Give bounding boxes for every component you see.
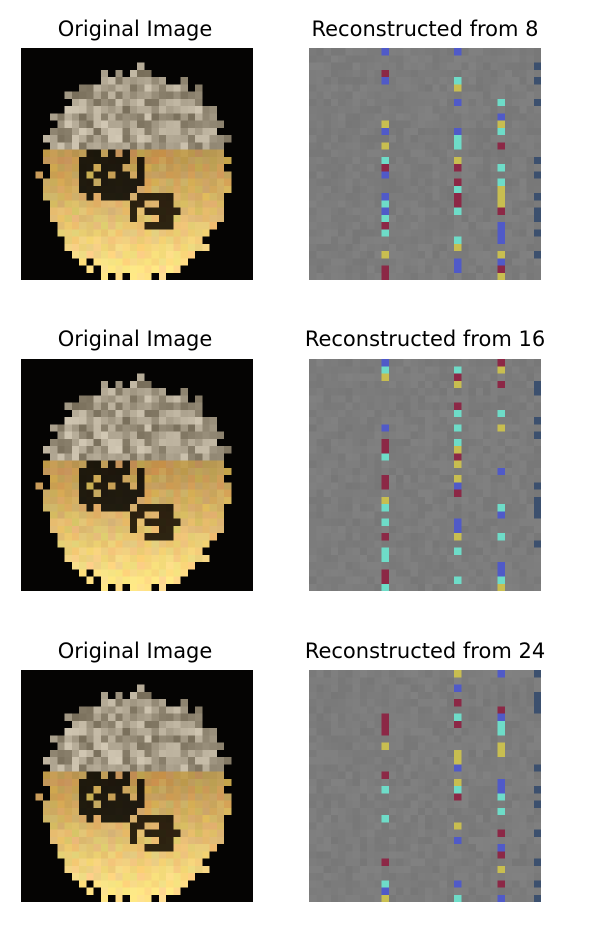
original-image-title-2: Original Image [57, 327, 213, 351]
reconstructed-image-1 [309, 48, 541, 280]
original-image-title-1: Original Image [57, 17, 213, 41]
original-image-title-3: Original Image [57, 639, 213, 663]
reconstructed-title-2: Reconstructed from 16 [304, 327, 546, 351]
reconstructed-title-3: Reconstructed from 24 [304, 639, 546, 663]
reconstructed-title-1: Reconstructed from 8 [311, 17, 539, 41]
reconstructed-image-3 [309, 670, 541, 902]
original-image-1 [21, 48, 253, 280]
reconstructed-image-2 [309, 359, 541, 591]
original-image-3 [21, 670, 253, 902]
original-image-2 [21, 359, 253, 591]
